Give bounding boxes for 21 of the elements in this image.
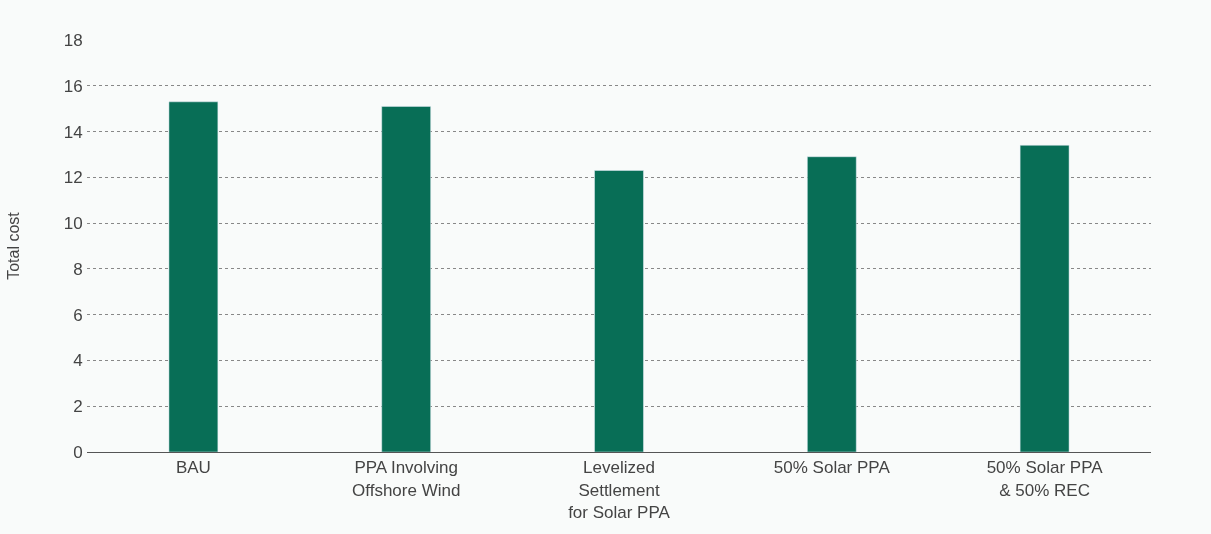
x-tick-label: 50% Solar PPA & 50% REC bbox=[986, 458, 1104, 500]
bar bbox=[1019, 145, 1070, 452]
bar bbox=[168, 101, 219, 452]
y-tick-label: 16 bbox=[63, 76, 83, 96]
y-tick-label: 8 bbox=[73, 259, 83, 279]
y-tick-label: 2 bbox=[73, 397, 83, 417]
bar bbox=[594, 170, 644, 452]
y-tick-label: 14 bbox=[63, 122, 83, 142]
y-tick-label: 18 bbox=[63, 30, 83, 50]
x-tick-label: BAU bbox=[175, 458, 211, 478]
y-tick-label: 4 bbox=[73, 351, 83, 371]
x-tick-label: PPA Involving Offshore Wind bbox=[352, 458, 461, 500]
y-axis-title: Total cost bbox=[4, 211, 22, 280]
y-tick-label: 12 bbox=[63, 168, 83, 188]
x-tick-label: Levelized Settlement for Solar PPA bbox=[568, 458, 671, 522]
y-tick-label: 10 bbox=[63, 214, 83, 234]
y-tick-label: 0 bbox=[73, 442, 83, 462]
bar bbox=[807, 156, 857, 452]
bar bbox=[381, 106, 431, 452]
x-tick-label: 50% Solar PPA bbox=[773, 458, 891, 478]
y-tick-label: 6 bbox=[73, 305, 83, 325]
